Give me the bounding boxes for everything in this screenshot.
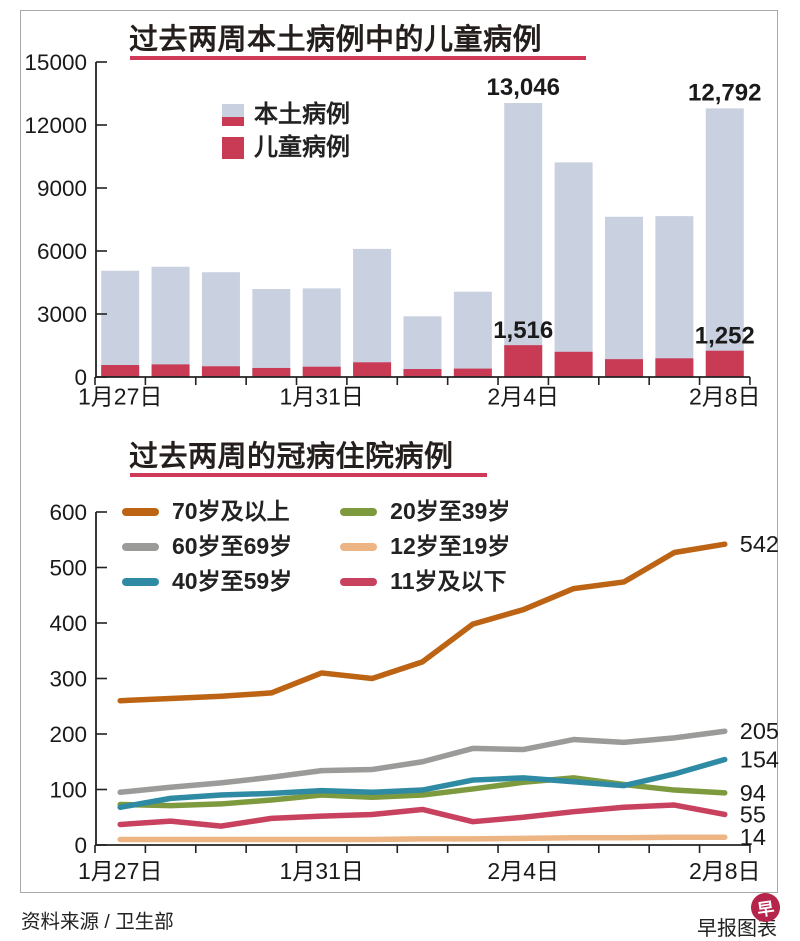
legend-label: 儿童病例: [254, 134, 350, 161]
bar-children-cases: [151, 364, 190, 377]
bar-chart-y-tick-label: 9000: [37, 176, 87, 201]
bar-children-cases: [201, 366, 240, 377]
legend-label: 70岁及以上: [172, 498, 290, 524]
bar-children-cases: [302, 366, 341, 377]
color-swatch: [222, 104, 244, 126]
bar-local-cases: [252, 289, 291, 377]
bar-chart-x-tick-label: 1月31日: [280, 384, 364, 410]
bar-local-cases: [604, 216, 643, 377]
source-label: 资料来源 / 卫生部: [21, 911, 174, 933]
bar-local-cases: [403, 316, 442, 377]
legend-item: 70岁及以上: [122, 494, 292, 529]
bar-chart-y-tick-label: 15000: [24, 50, 87, 75]
line-series-1: [117, 728, 728, 796]
line-chart-y-tick-label: 0: [74, 833, 87, 858]
bar-local-cases: [453, 291, 492, 377]
color-swatch: [222, 137, 244, 159]
line-chart-y-tick-label: 100: [49, 778, 87, 803]
legend-label: 60岁至69岁: [172, 533, 293, 559]
legend-label: 本土病例: [254, 101, 350, 128]
bar-local-cases: [302, 288, 341, 377]
line-end-label: 55: [740, 801, 766, 827]
bar-children-cases: [353, 362, 392, 377]
line-chart-x-tick-label: 1月31日: [280, 858, 364, 884]
legend-item: 12岁至19岁: [340, 529, 510, 564]
line-chart-x-tick-label: 2月8日: [689, 858, 761, 884]
bar-children-cases: [705, 350, 744, 377]
bar-chart-title-underline: [130, 56, 586, 60]
color-swatch: [340, 507, 378, 516]
logo-glyph: 早: [756, 898, 776, 921]
line-end-label: 94: [740, 780, 766, 806]
legend-item: 本土病例: [222, 103, 350, 127]
bar-local-cases: [655, 216, 694, 377]
line-end-label: 542: [740, 531, 779, 557]
line-chart-x-tick-label: 1月27日: [78, 858, 162, 884]
legend-label: 11岁及以下: [390, 568, 507, 594]
color-swatch: [122, 577, 159, 586]
line-end-label: 154: [740, 747, 779, 773]
line-series-0: [117, 541, 728, 704]
line-series-5: [117, 802, 728, 829]
line-series-4: [117, 834, 728, 843]
bar-value-annotation: 12,792: [688, 79, 761, 106]
chart-frame: [20, 10, 778, 893]
line-chart-title: 过去两周的冠病住院病例: [129, 441, 454, 473]
bar-children-cases: [504, 345, 543, 377]
bar-local-cases: [504, 103, 543, 377]
bar-local-cases: [101, 270, 140, 377]
legend-item: 60岁至69岁: [122, 529, 292, 564]
bar-local-cases: [151, 266, 190, 377]
bar-chart-y-tick-label: 3000: [37, 302, 87, 327]
line-chart-y-tick-label: 200: [49, 722, 87, 747]
bar-children-cases: [252, 367, 291, 377]
legend-label: 40岁至59岁: [172, 568, 293, 594]
color-swatch: [340, 542, 378, 551]
bar-local-cases: [554, 162, 593, 377]
line-series-2: [117, 756, 728, 811]
line-chart-y-tick-label: 500: [49, 556, 87, 581]
bar-chart-legend: 本土病例 儿童病例: [222, 103, 350, 169]
color-swatch: [340, 577, 378, 586]
bar-chart-x-tick-label: 2月8日: [689, 384, 761, 410]
line-chart-y-tick-label: 400: [49, 611, 87, 636]
bar-children-cases: [604, 359, 643, 377]
bar-children-cases: [101, 365, 140, 377]
bar-local-cases: [705, 108, 744, 378]
legend-item: 40岁至59岁: [122, 564, 292, 599]
bar-local-cases: [353, 248, 392, 377]
bar-chart-y-tick-label: 0: [74, 365, 87, 390]
bar-children-cases: [554, 351, 593, 377]
legend-item: 20岁至39岁: [340, 494, 510, 529]
line-chart-y-tick-label: 300: [49, 667, 87, 692]
bar-chart-x-tick-label: 1月27日: [78, 384, 162, 410]
legend-label: 12岁至19岁: [390, 533, 511, 559]
bar-chart-y-tick-label: 6000: [37, 239, 87, 264]
bar-children-cases: [655, 358, 694, 377]
bar-children-cases: [403, 369, 442, 377]
line-chart-legend: 70岁及以上 60岁至69岁 40岁至59岁 20岁至39岁 12岁至19岁 11岁及以下: [122, 494, 510, 599]
bar-chart-x-tick-label: 2月4日: [487, 384, 559, 410]
line-end-label: 205: [740, 718, 779, 744]
line-end-label: 14: [740, 824, 766, 850]
credit-label: 早报图表: [697, 918, 777, 940]
bar-chart-y-tick-label: 12000: [24, 113, 87, 138]
legend-item: 儿童病例: [222, 136, 350, 160]
bar-children-cases: [453, 368, 492, 377]
bar-local-cases: [201, 272, 240, 377]
line-chart-title-underline: [130, 473, 487, 477]
color-swatch: [122, 507, 159, 516]
line-chart-y-tick-label: 600: [49, 500, 87, 525]
bar-value-annotation: 1,516: [493, 317, 553, 344]
legend-item: 11岁及以下: [340, 564, 510, 599]
bar-value-annotation: 1,252: [695, 323, 755, 350]
line-chart-x-tick-label: 2月4日: [487, 858, 559, 884]
legend-label: 20岁至39岁: [390, 498, 511, 524]
color-swatch: [122, 542, 159, 551]
bar-value-annotation: 13,046: [487, 74, 560, 101]
bar-chart-title: 过去两周本土病例中的儿童病例: [129, 24, 543, 56]
